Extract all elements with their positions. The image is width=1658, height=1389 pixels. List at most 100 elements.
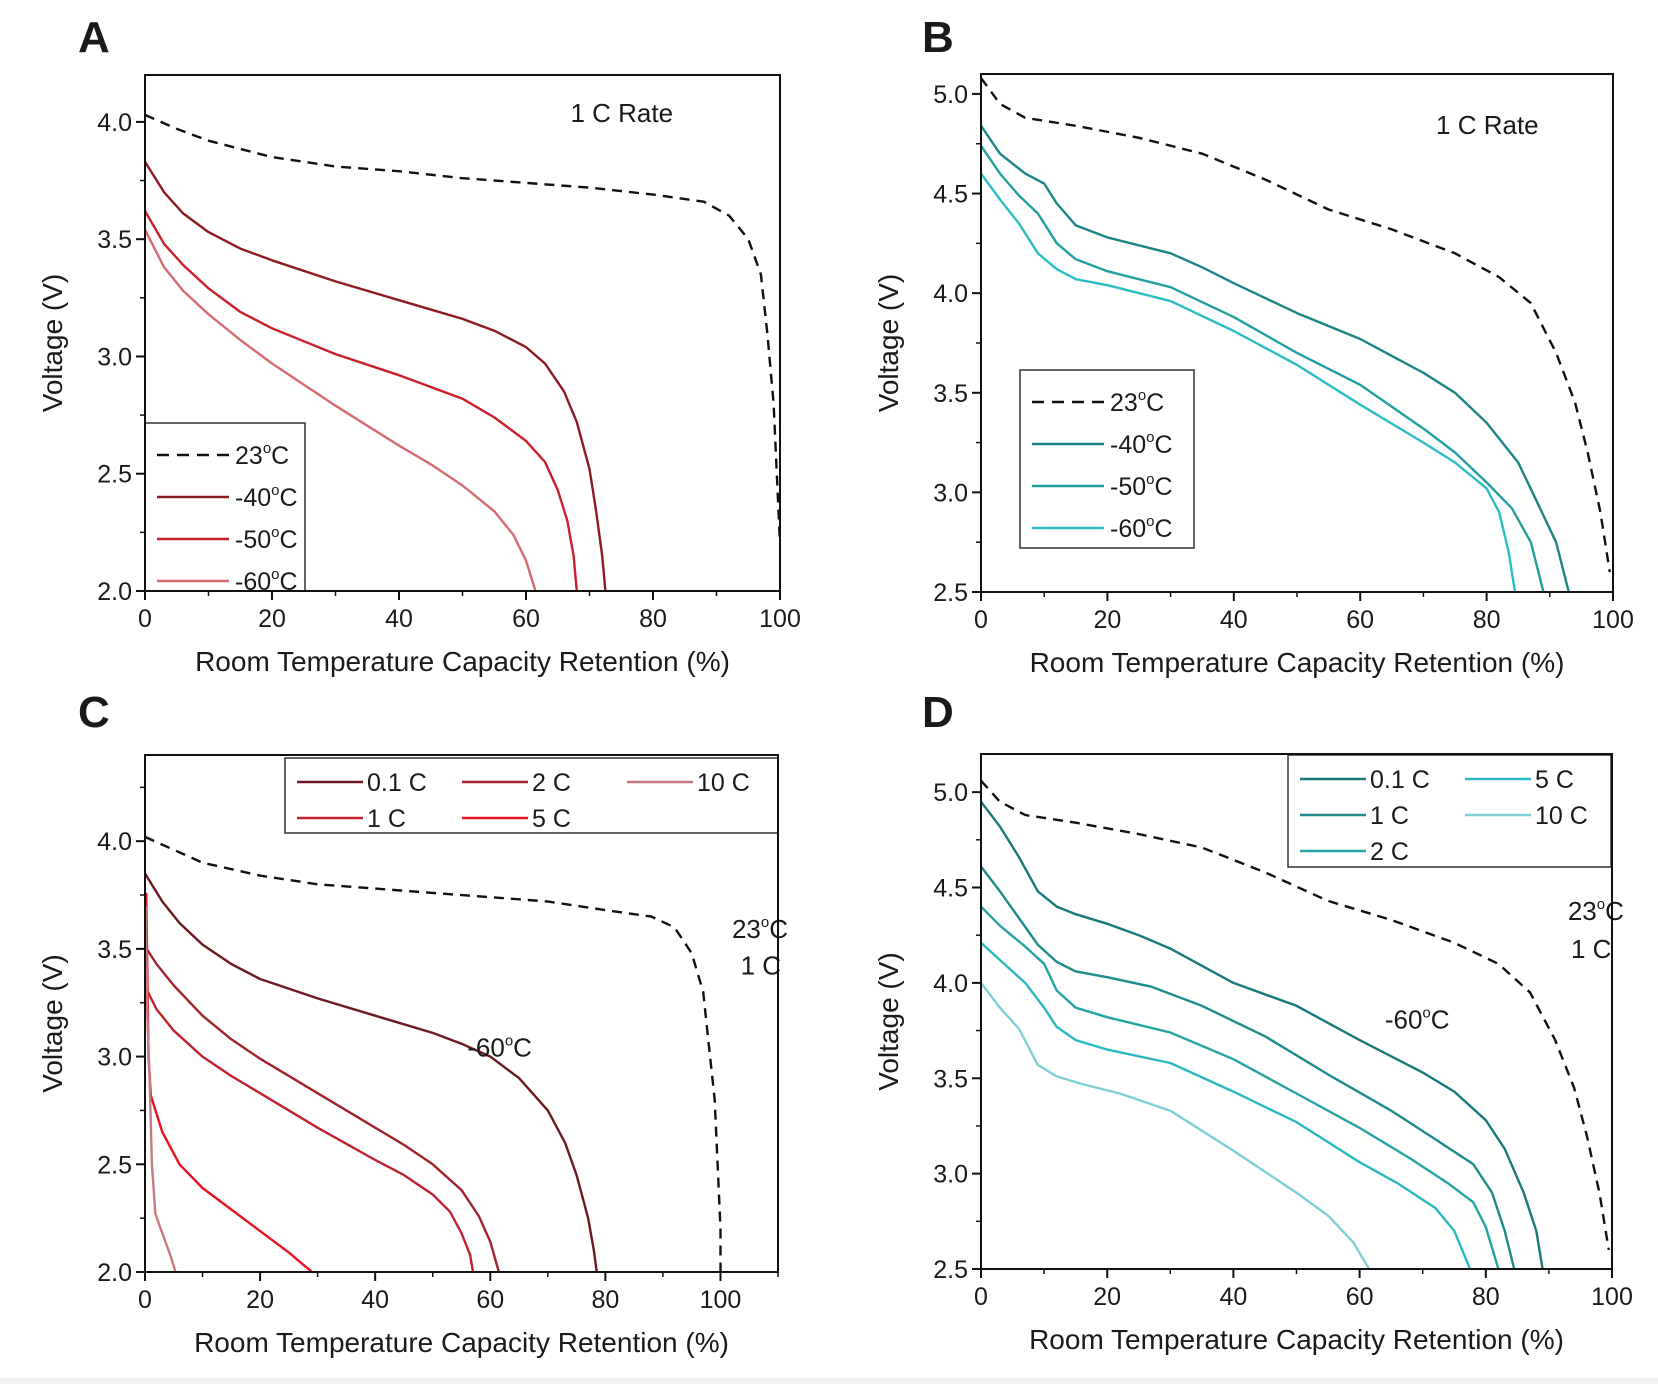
series-line-10-c [145,905,177,1272]
x-tick-label: 60 [1346,606,1374,634]
legend-box [1019,369,1195,549]
x-tick-label: 0 [138,605,152,633]
series-line-0.1-c [981,800,1544,1269]
legend-label: 5 C [1535,766,1574,794]
x-axis-title: Room Temperature Capacity Retention (%) [195,646,730,677]
panel-letter: A [78,13,110,62]
y-tick-label: 3.0 [97,1044,132,1072]
series-group [145,835,722,1272]
series-line--50-c [981,145,1545,592]
series-line--60-c [145,229,537,591]
y-tick-label: 4.5 [933,875,968,903]
plot-frame [144,74,781,592]
legend-label: -50oC [235,524,298,554]
series-line-10-c [981,982,1371,1269]
series-line-2-c [145,948,501,1272]
legend-label: 2 C [532,769,571,797]
panel-letter: B [922,13,954,62]
annotation: -60oC [1385,1005,1450,1035]
bottom-strip [0,1378,1658,1384]
series-line--50-c [145,210,578,591]
legend-label: 1 C [1370,802,1409,830]
annotation: 23oC [732,914,788,944]
legend-label: 23oC [235,440,289,470]
x-tick-label: 20 [246,1286,274,1314]
y-axis-title: Voltage (V) [873,274,904,413]
y-tick-label: 3.0 [933,479,968,507]
y-tick-label: 4.0 [97,109,132,137]
series-line-5-c [981,941,1472,1269]
plot-frame [980,73,1614,593]
plot-frame [144,754,779,1273]
x-tick-label: 20 [1093,1283,1121,1311]
y-tick-label: 3.0 [933,1161,968,1189]
x-tick-label: 100 [700,1286,742,1314]
y-tick-label: 2.5 [97,461,132,489]
x-axis-title: Room Temperature Capacity Retention (%) [194,1327,729,1358]
legend-label: -60oC [1110,513,1173,543]
legend-label: 10 C [697,769,750,797]
legend-box [284,757,779,834]
y-tick-label: 2.5 [933,1256,968,1284]
legend-label: -50oC [1110,471,1173,501]
x-tick-label: 20 [1093,606,1121,634]
series-line-1-c [981,865,1516,1269]
x-tick-label: 100 [759,605,801,633]
legend: 0.1 C 1 C 2 C 5 C 10 C [1287,754,1612,868]
panel-d: D 0 20 40 60 80 100 2.5 3.0 3.5 4.0 4.5 5.0 Room Temp… [873,688,1633,1355]
x-tick-label: 80 [1473,606,1501,634]
series-line-23-c-1-c [981,779,1610,1251]
legend-label: 10 C [1535,802,1588,830]
annotation: 1 C [1571,934,1611,964]
legend-label: -40oC [1110,429,1173,459]
x-tick-label: 0 [974,606,988,634]
legend-label: 2 C [1370,838,1409,866]
panel-a: A 0 20 40 60 80 100 2.0 2.5 3.0 3.5 4.0 Room Tempera… [37,13,801,677]
legend-label: 0.1 C [367,769,427,797]
x-tick-label: 60 [1346,1283,1374,1311]
series-line--40-c [145,161,607,591]
series-line-23-c [981,77,1611,573]
y-tick-label: 3.5 [97,226,132,254]
legend-label: 23oC [1110,387,1164,417]
series-line-0.1-c [145,872,598,1272]
legend: 23oC -40oC -50oC -60oC [1019,369,1195,549]
series-group [145,113,780,591]
x-tick-label: 20 [258,605,286,633]
x-axis-title: Room Temperature Capacity Retention (%) [1029,1324,1564,1355]
x-tick-label: 100 [1591,1283,1633,1311]
series-line--40-c [981,125,1570,592]
x-tick-label: 80 [639,605,667,633]
y-tick-label: 4.0 [97,828,132,856]
x-tick-label: 80 [591,1286,619,1314]
x-tick-label: 60 [476,1286,504,1314]
series-line-2-c [981,905,1500,1269]
legend-label: 5 C [532,805,571,833]
y-tick-label: 2.0 [97,578,132,606]
y-tick-label: 3.0 [97,343,132,371]
x-tick-label: 0 [974,1283,988,1311]
plot-frame [980,753,1613,1270]
y-tick-label: 2.0 [97,1259,132,1287]
series-line-5-c [145,892,313,1272]
y-tick-label: 4.5 [933,181,968,209]
series-group [981,77,1611,592]
series-group [981,779,1610,1269]
y-tick-label: 5.0 [933,779,968,807]
y-axis-title: Voltage (V) [37,274,68,413]
panel-letter: D [922,688,954,737]
series-line--60-c [981,172,1517,592]
x-tick-label: 40 [1219,1283,1247,1311]
x-axis-title: Room Temperature Capacity Retention (%) [1030,647,1565,678]
x-tick-label: 80 [1472,1283,1500,1311]
y-tick-label: 2.5 [97,1151,132,1179]
y-tick-label: 3.5 [933,380,968,408]
series-line-1-c [146,991,475,1272]
legend: 23oC-40oC-50oC-60oC [144,422,306,596]
y-axis-title: Voltage (V) [873,952,904,1091]
y-tick-label: 2.5 [933,579,968,607]
y-tick-label: 5.0 [933,81,968,109]
y-axis-title: Voltage (V) [37,954,68,1093]
